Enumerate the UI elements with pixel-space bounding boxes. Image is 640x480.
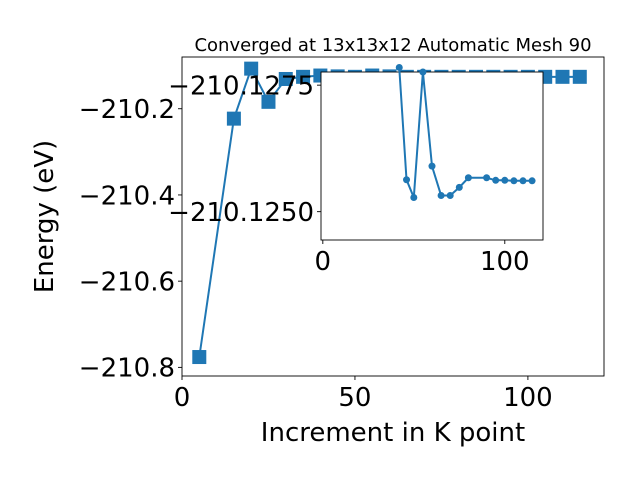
- inset-chart: 0 100 −210.1275 −210.1250: [168, 63, 544, 277]
- inset-data-point: [492, 176, 500, 184]
- inset-data-point: [483, 174, 491, 182]
- y-axis-label: Energy (eV): [30, 140, 60, 293]
- inset-data-point: [501, 176, 509, 184]
- main-y-tick-label: −210.4: [79, 181, 175, 211]
- main-x-tick-label: 50: [338, 383, 371, 413]
- inset-data-point: [410, 193, 418, 201]
- inset-y-tick-label: −210.1275: [168, 72, 314, 102]
- main-y-tick-label: −210.2: [79, 95, 175, 125]
- main-data-point: [244, 61, 259, 76]
- main-data-point: [261, 94, 276, 109]
- inset-data-point: [428, 162, 436, 170]
- inset-data-point: [419, 68, 427, 76]
- inset-data-point: [403, 176, 411, 184]
- inset-data-point: [528, 177, 536, 185]
- inset-x-tick-label: 0: [315, 247, 332, 277]
- main-data-point: [278, 71, 293, 86]
- main-data-point: [226, 111, 241, 126]
- main-data-point: [296, 69, 311, 84]
- main-y-tick-label: −210.8: [79, 354, 175, 384]
- x-axis-label: Increment in K point: [261, 418, 525, 448]
- inset-data-point: [455, 183, 463, 191]
- inset-data-point: [395, 63, 403, 71]
- inset-y-tick-label: −210.1250: [168, 198, 314, 228]
- main-y-tick-label: −210.6: [79, 268, 175, 298]
- inset-data-point: [446, 191, 454, 199]
- main-data-point: [572, 69, 587, 84]
- inset-data-point: [464, 174, 472, 182]
- main-x-tick-label: 0: [174, 383, 191, 413]
- inset-data-point: [510, 177, 518, 185]
- inset-x-tick-label: 100: [480, 247, 530, 277]
- main-data-point: [192, 350, 207, 365]
- main-data-point: [555, 69, 570, 84]
- main-x-tick-label: 100: [503, 383, 553, 413]
- inset-data-point: [437, 191, 445, 199]
- chart-title: Converged at 13x13x12 Automatic Mesh 90: [194, 35, 591, 56]
- inset-data-point: [519, 177, 527, 185]
